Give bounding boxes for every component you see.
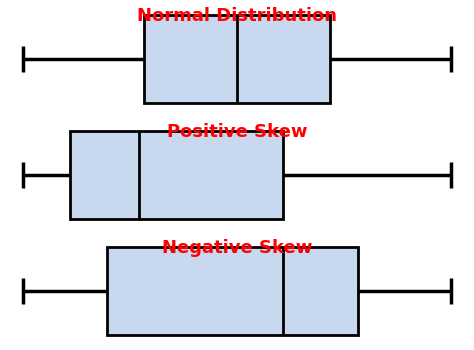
- Bar: [70, 131, 283, 219]
- Text: Positive Skew: Positive Skew: [167, 123, 307, 141]
- Text: Negative Skew: Negative Skew: [162, 239, 312, 257]
- Text: Normal Distribution: Normal Distribution: [137, 7, 337, 25]
- Bar: [107, 247, 358, 335]
- Bar: [144, 15, 330, 103]
